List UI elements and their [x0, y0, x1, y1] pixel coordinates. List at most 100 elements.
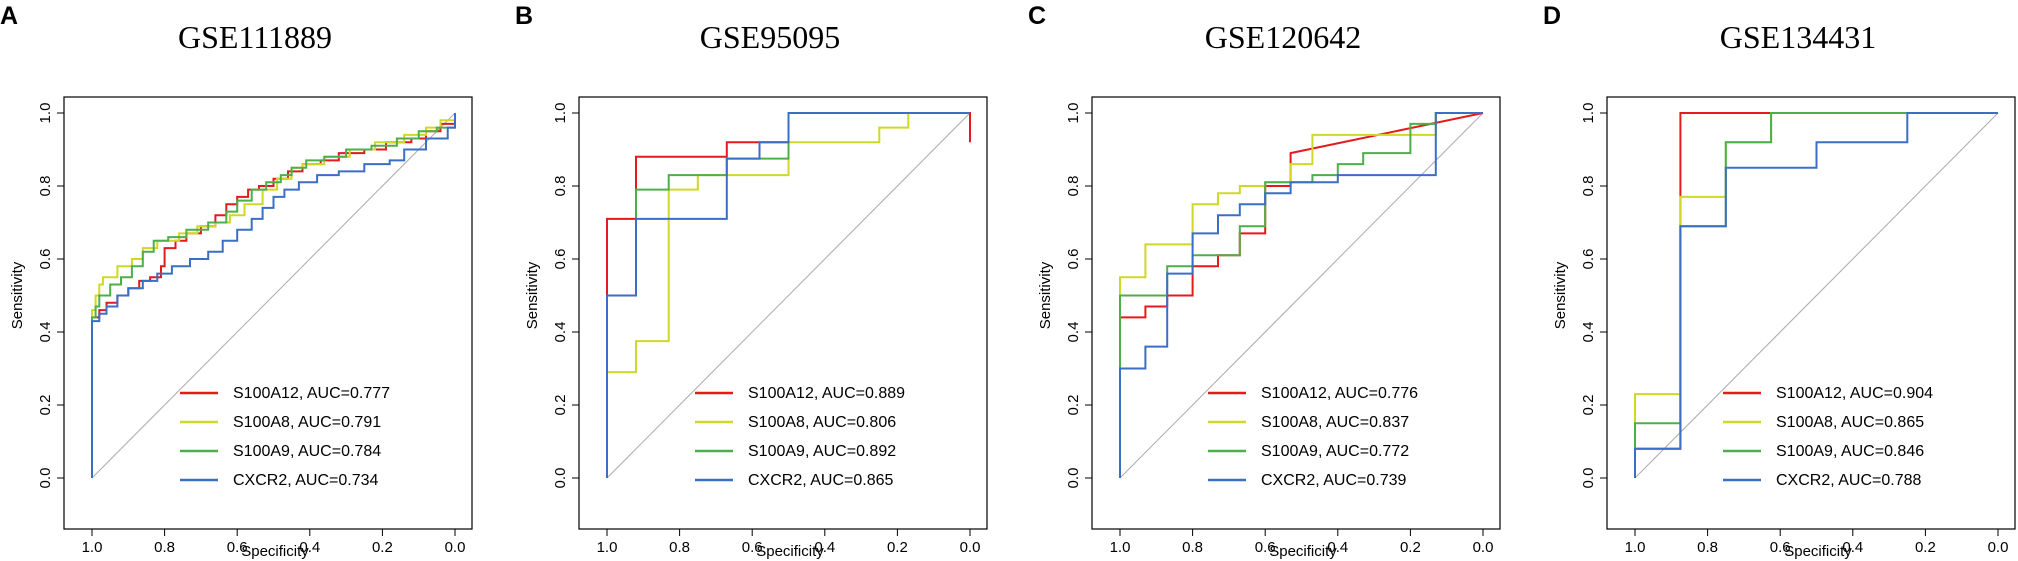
- legend-entry: CXCR2, AUC=0.788: [1776, 472, 1922, 489]
- y-axis-title: Sensitivity: [1037, 261, 1054, 329]
- x-tick-label: 1.0: [597, 539, 618, 556]
- plot-frame: [63, 96, 473, 530]
- y-tick-label: 0.2: [1580, 395, 1597, 416]
- y-tick-label: 0.0: [1065, 468, 1082, 489]
- legend: S100A12, AUC=0.776 S100A8, AUC=0.837 S100A…: [1208, 385, 1418, 489]
- legend-entry: S100A12, AUC=0.777: [233, 385, 390, 402]
- panel-label: C: [1028, 2, 1046, 30]
- y-axis-title: Sensitivity: [1552, 261, 1569, 329]
- plot-frame: [1091, 96, 1501, 530]
- roc-panel-d: D GSE134431 1.0 0.8 0.6 0.4 0.2 0.0 0.0 0.2 0.4 0.6…: [1543, 2, 2016, 560]
- reference-diagonal: [606, 112, 971, 479]
- legend-entry: S100A9, AUC=0.846: [1776, 443, 1924, 460]
- x-tick-label: 0.2: [1400, 539, 1421, 556]
- roc-curve-cxcr2: [1119, 112, 1483, 478]
- roc-panel-c: C GSE120642 1.0 0.8 0.6 0.4 0.2 0.0 0.0 0.2 0.4 0.6…: [1028, 2, 1501, 560]
- x-tick-label: 0.6: [1770, 539, 1791, 556]
- legend-entry: S100A12, AUC=0.889: [748, 385, 905, 402]
- roc-curve-cxcr2: [1634, 112, 1998, 478]
- roc-curve-s100a8: [1119, 112, 1483, 478]
- reference-diagonal: [91, 112, 456, 479]
- legend-entry: S100A8, AUC=0.837: [1261, 414, 1409, 431]
- y-tick-label: 0.2: [37, 395, 54, 416]
- roc-panel-b: B GSE95095 1.0 0.8 0.6 0.4 0.2 0.0 0.0 0.2 0.4 0.6 0…: [515, 2, 988, 560]
- legend: S100A12, AUC=0.904 S100A8, AUC=0.865 S100A…: [1723, 385, 1933, 489]
- plot-frame: [1606, 96, 2016, 530]
- x-tick-label: 0.4: [1842, 539, 1863, 556]
- x-tick-label: 0.4: [1327, 539, 1348, 556]
- legend-entry: S100A8, AUC=0.791: [233, 414, 381, 431]
- legend-entry: CXCR2, AUC=0.734: [233, 472, 379, 489]
- legend-entry: CXCR2, AUC=0.739: [1261, 472, 1407, 489]
- chart-title: GSE120642: [1205, 19, 1361, 55]
- x-tick-label: 1.0: [1110, 539, 1131, 556]
- x-tick-label: 0.6: [227, 539, 248, 556]
- x-tick-label: 0.0: [445, 539, 466, 556]
- x-tick-label: 0.4: [299, 539, 320, 556]
- legend-entry: S100A12, AUC=0.904: [1776, 385, 1933, 402]
- x-axis-title: Specificity: [241, 543, 309, 560]
- y-tick-label: 0.0: [552, 468, 569, 489]
- y-axis-title: Sensitivity: [524, 261, 541, 329]
- legend: S100A12, AUC=0.889 S100A8, AUC=0.806 S100A…: [695, 385, 905, 489]
- y-tick-label: 0.8: [1065, 176, 1082, 197]
- y-tick-label: 0.6: [1065, 249, 1082, 270]
- x-tick-label: 1.0: [82, 539, 103, 556]
- panel-label: A: [0, 2, 18, 30]
- x-axis-title: Specificity: [1269, 543, 1337, 560]
- y-tick-label: 0.6: [552, 249, 569, 270]
- x-tick-label: 0.8: [1697, 539, 1718, 556]
- y-tick-label: 1.0: [37, 103, 54, 124]
- y-tick-label: 1.0: [1065, 103, 1082, 124]
- x-tick-label: 1.0: [1625, 539, 1646, 556]
- y-tick-label: 1.0: [552, 103, 569, 124]
- legend: S100A12, AUC=0.777 S100A8, AUC=0.791 S100A…: [180, 385, 390, 489]
- chart-title: GSE134431: [1720, 19, 1876, 55]
- chart-title: GSE95095: [700, 19, 840, 55]
- y-tick-label: 0.8: [37, 176, 54, 197]
- x-tick-label: 0.6: [1255, 539, 1276, 556]
- x-tick-label: 0.4: [814, 539, 835, 556]
- y-tick-label: 0.0: [1580, 468, 1597, 489]
- x-tick-label: 0.0: [1473, 539, 1494, 556]
- roc-curve-s100a8: [91, 113, 456, 478]
- legend-entry: S100A8, AUC=0.806: [748, 414, 896, 431]
- y-tick-label: 0.8: [1580, 176, 1597, 197]
- roc-curve-s100a9: [91, 113, 456, 478]
- x-tick-label: 0.8: [154, 539, 175, 556]
- roc-curve-s100a12: [1119, 112, 1484, 478]
- panel-label: D: [1543, 2, 1561, 30]
- x-axis-title: Specificity: [1784, 543, 1852, 560]
- plot-frame: [578, 96, 988, 530]
- legend-entry: CXCR2, AUC=0.865: [748, 472, 894, 489]
- x-tick-label: 0.2: [1915, 539, 1936, 556]
- y-tick-label: 0.0: [37, 468, 54, 489]
- y-tick-label: 0.6: [1580, 249, 1597, 270]
- panel-label: B: [515, 2, 533, 30]
- y-tick-label: 0.4: [1580, 322, 1597, 343]
- roc-curve-cxcr2: [91, 113, 456, 478]
- y-tick-label: 1.0: [1580, 103, 1597, 124]
- y-tick-label: 0.6: [37, 249, 54, 270]
- y-tick-label: 0.2: [552, 395, 569, 416]
- roc-curve-cxcr2: [606, 112, 970, 478]
- legend-entry: S100A9, AUC=0.784: [233, 443, 381, 460]
- y-tick-label: 0.8: [552, 176, 569, 197]
- x-tick-label: 0.0: [1988, 539, 2009, 556]
- y-axis-title: Sensitivity: [9, 261, 26, 329]
- legend-entry: S100A8, AUC=0.865: [1776, 414, 1924, 431]
- legend-entry: S100A12, AUC=0.776: [1261, 385, 1418, 402]
- roc-panel-a: A GSE111889 1.0 0.8 0.6 0.4 0.2 0.0 0.0 0.2 0.4 0.6…: [0, 2, 473, 560]
- x-tick-label: 0.6: [742, 539, 763, 556]
- y-tick-label: 0.4: [552, 322, 569, 343]
- x-tick-label: 0.8: [1182, 539, 1203, 556]
- reference-diagonal: [1119, 112, 1484, 479]
- legend-entry: S100A9, AUC=0.772: [1261, 443, 1409, 460]
- chart-title: GSE111889: [178, 19, 332, 55]
- y-tick-label: 0.4: [1065, 322, 1082, 343]
- y-tick-label: 0.2: [1065, 395, 1082, 416]
- reference-diagonal: [1634, 112, 1999, 479]
- legend-entry: S100A9, AUC=0.892: [748, 443, 896, 460]
- x-tick-label: 0.2: [372, 539, 393, 556]
